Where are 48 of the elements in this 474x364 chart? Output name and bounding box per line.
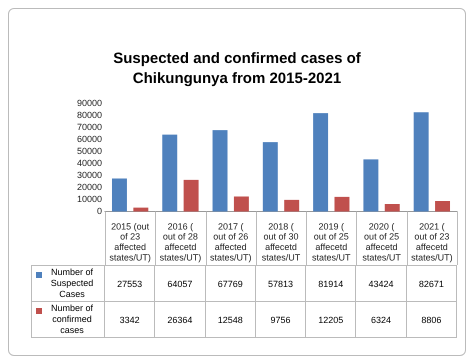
x-tick-label: 2021 ( out of 23 affecetd states/UT) — [411, 221, 453, 262]
bar — [212, 130, 228, 212]
data-label: 67769 — [205, 266, 256, 302]
data-label: 8806 — [406, 302, 456, 338]
bar — [184, 180, 199, 212]
bar — [414, 112, 429, 212]
data-label: 9756 — [255, 302, 306, 338]
bar — [435, 201, 450, 212]
y-tick-label: 30000 — [76, 170, 102, 180]
y-tick-label: 60000 — [76, 134, 102, 144]
data-label: 81914 — [306, 266, 356, 302]
data-label: 57813 — [255, 266, 306, 302]
y-tick-label: 40000 — [76, 158, 102, 168]
data-label: 26364 — [154, 302, 206, 338]
y-tick-label: 10000 — [76, 194, 102, 204]
x-tick-label: 2019 ( out of 25 affecetd states/UT — [312, 221, 352, 262]
legend-label: Number of Suspected Cases — [32, 267, 104, 300]
bar — [284, 200, 300, 212]
y-tick-label: 90000 — [76, 98, 102, 108]
bar — [363, 159, 378, 212]
data-label: 6324 — [356, 302, 406, 338]
legend-label: Number of confirmed cases — [32, 303, 104, 336]
bar — [112, 178, 127, 212]
data-label: 43424 — [356, 266, 406, 302]
bar — [162, 134, 178, 212]
x-tick-label: 2017 ( out of 26 affected states/UT) — [210, 221, 252, 262]
bar — [234, 196, 249, 212]
y-tick-label: 70000 — [76, 122, 102, 132]
bar — [133, 208, 148, 212]
chart-title: Suspected and confirmed cases of Chikungunya from 2015-2021 — [112, 49, 362, 89]
y-tick-label: 50000 — [76, 146, 102, 156]
bar — [384, 204, 400, 212]
x-tick-label: 2020 ( out of 25 affecetd states/UT — [362, 221, 402, 262]
bar — [334, 196, 350, 212]
y-tick-label: 80000 — [76, 110, 102, 120]
x-tick-label: 2015 (out of 23 affected states/UT) — [109, 221, 151, 262]
data-label: 12548 — [205, 302, 256, 338]
data-label: 82671 — [406, 266, 456, 302]
y-tick-label: 0 — [96, 206, 102, 216]
bar — [262, 142, 278, 212]
data-label: 64057 — [154, 266, 206, 302]
y-tick-label: 20000 — [76, 182, 102, 192]
x-tick-label: 2018 ( out of 30 affecetd states/UT — [262, 221, 301, 262]
bar — [313, 113, 328, 212]
data-label: 12205 — [306, 302, 356, 338]
x-tick-label: 2016 ( out of 28 affecetd states/UT) — [160, 221, 202, 262]
data-label: 3342 — [104, 302, 155, 338]
data-label: 27553 — [104, 266, 155, 302]
